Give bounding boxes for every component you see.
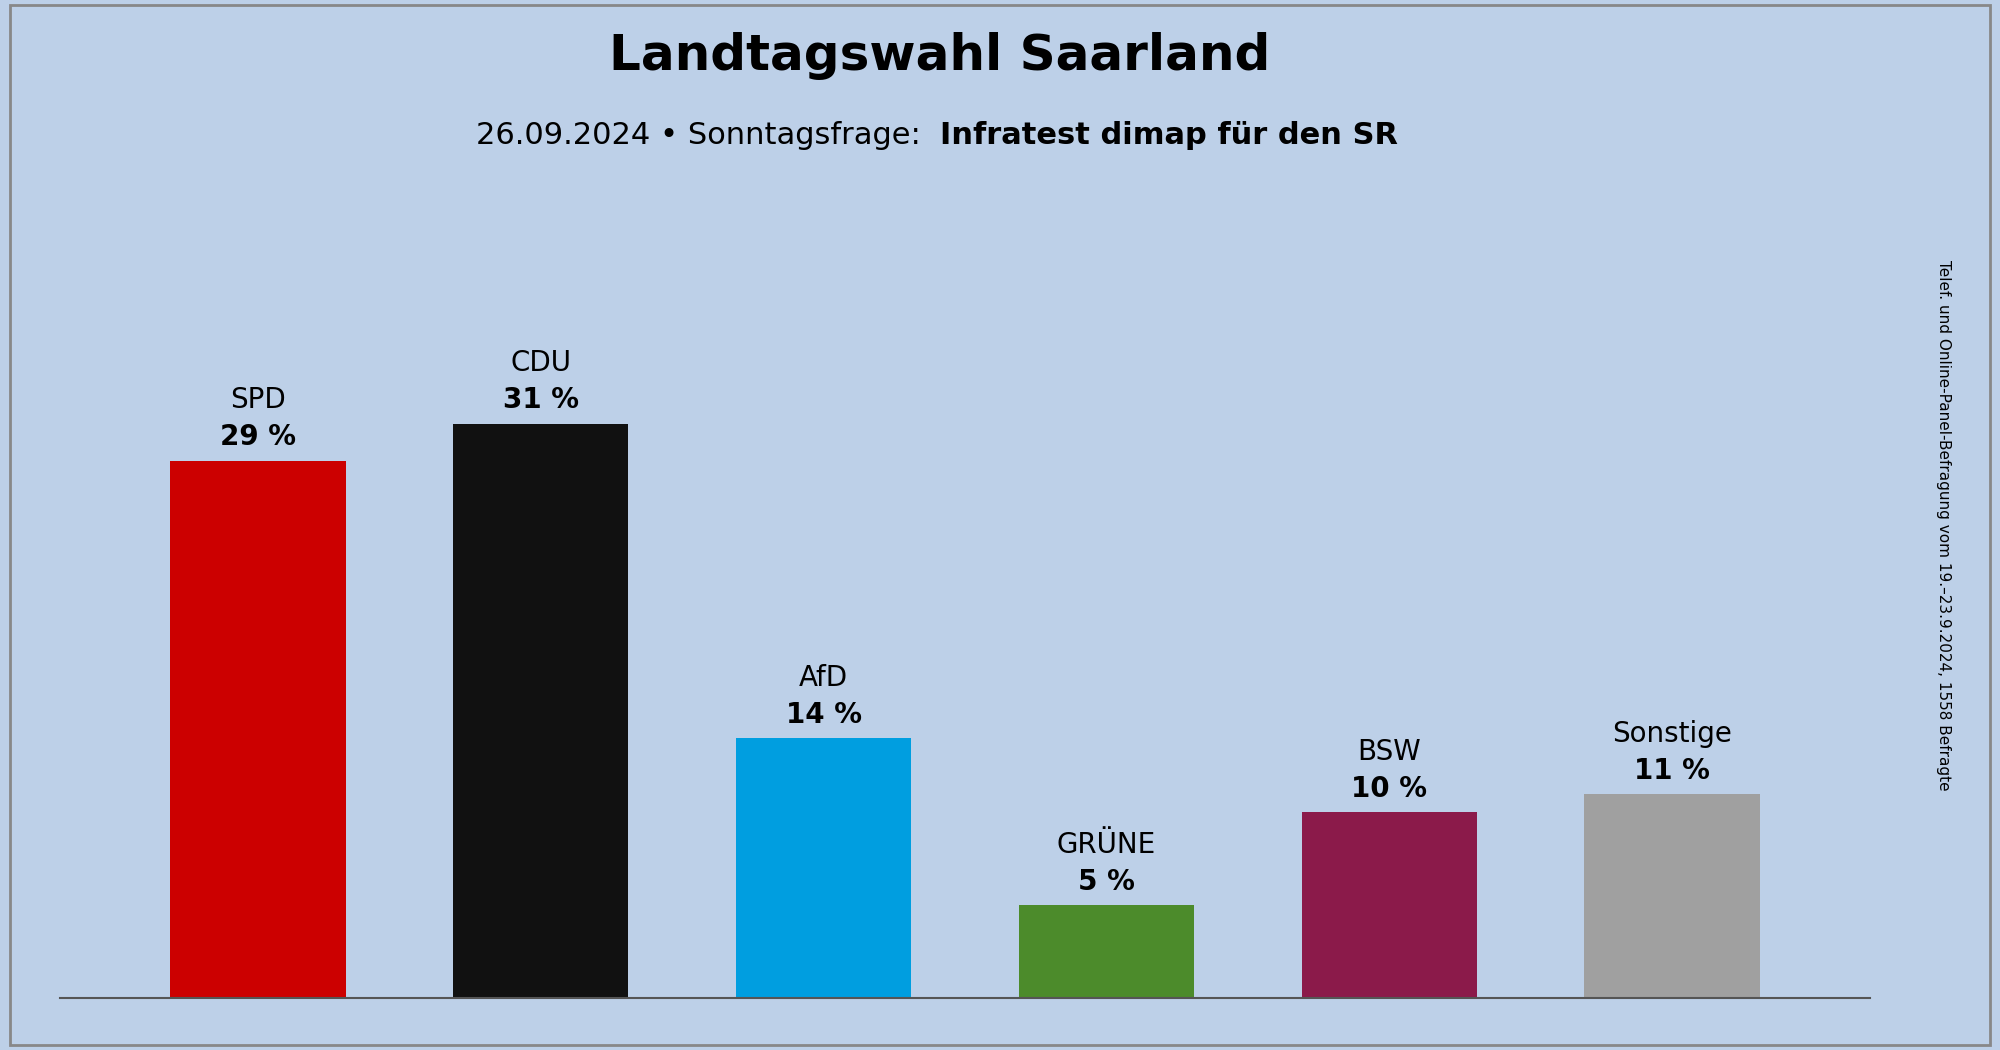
Bar xyxy=(1584,794,1760,997)
Text: SPD: SPD xyxy=(230,386,286,415)
Text: 29 %: 29 % xyxy=(220,423,296,452)
Bar xyxy=(736,738,912,998)
Text: Telef. und Online-Panel-Befragung vom 19.–23.9.2024, 1558 Befragte: Telef. und Online-Panel-Befragung vom 19… xyxy=(1936,259,1952,791)
Text: 5 %: 5 % xyxy=(1078,867,1134,896)
Bar xyxy=(170,461,346,997)
Text: GRÜNE: GRÜNE xyxy=(1056,831,1156,859)
Bar xyxy=(1018,905,1194,998)
Text: 11 %: 11 % xyxy=(1634,757,1710,784)
Text: 31 %: 31 % xyxy=(502,386,578,415)
Text: 26.09.2024 • Sonntagsfrage:: 26.09.2024 • Sonntagsfrage: xyxy=(476,121,940,150)
Text: AfD: AfD xyxy=(800,664,848,692)
Text: Landtagswahl Saarland: Landtagswahl Saarland xyxy=(610,32,1270,80)
Text: 14 %: 14 % xyxy=(786,701,862,729)
Bar xyxy=(1302,813,1476,998)
Text: Sonstige: Sonstige xyxy=(1612,719,1732,748)
Text: 10 %: 10 % xyxy=(1352,775,1428,803)
Bar xyxy=(454,423,628,998)
Text: CDU: CDU xyxy=(510,350,572,377)
Text: Infratest dimap für den SR: Infratest dimap für den SR xyxy=(940,121,1398,150)
Text: BSW: BSW xyxy=(1358,738,1422,766)
